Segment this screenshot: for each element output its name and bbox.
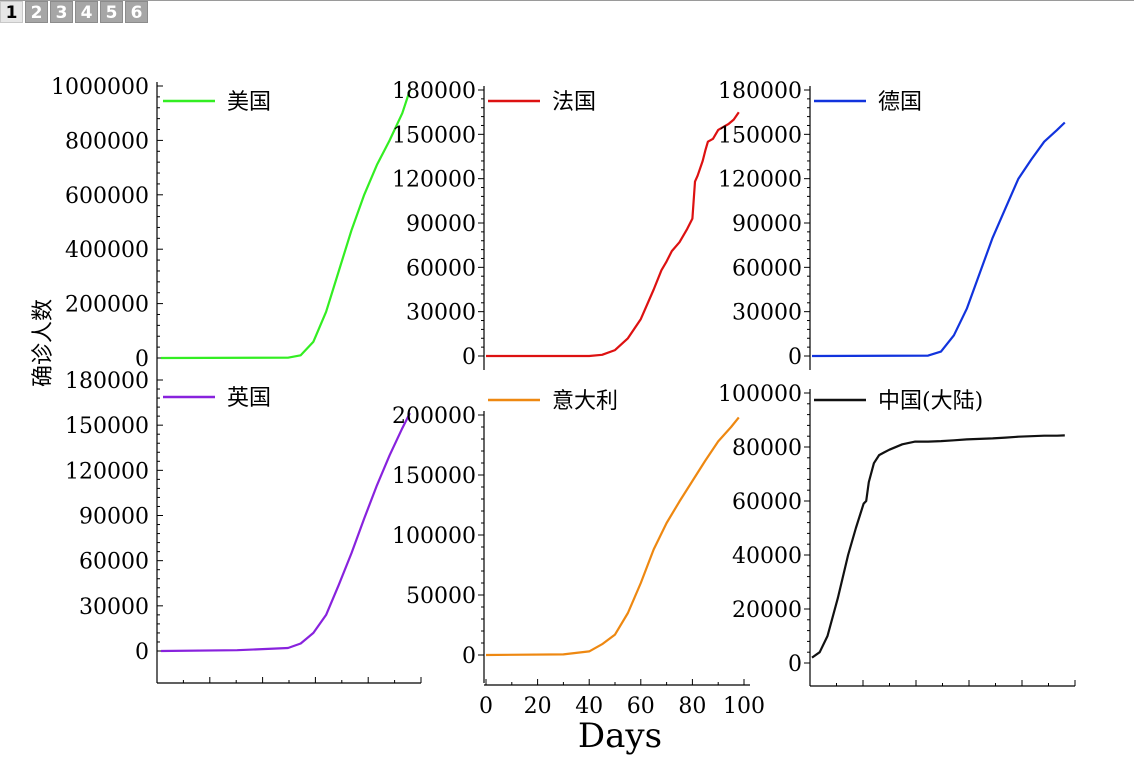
top-border bbox=[0, 0, 1134, 1]
y-axis-label: 确诊人数 bbox=[31, 299, 56, 387]
y-tick-label: 200000 bbox=[65, 293, 149, 318]
legend-label: 美国 bbox=[227, 90, 271, 115]
y-tick-label: 30000 bbox=[406, 301, 476, 326]
y-tick-label: 180000 bbox=[718, 79, 802, 104]
y-tick-label: 0 bbox=[788, 345, 802, 370]
y-tick-label: 30000 bbox=[79, 595, 149, 620]
series-line bbox=[486, 111, 740, 358]
x-tick-label: 40 bbox=[575, 694, 603, 719]
y-tick-label: 0 bbox=[135, 347, 149, 372]
y-tick-label: 60000 bbox=[406, 256, 476, 281]
y-tick-label: 180000 bbox=[392, 79, 476, 104]
y-tick-label: 40000 bbox=[732, 544, 802, 569]
y-tick-label: 90000 bbox=[732, 212, 802, 237]
y-tick-label: 150000 bbox=[718, 123, 802, 148]
y-tick-label: 60000 bbox=[732, 256, 802, 281]
y-tick-label: 0 bbox=[462, 345, 476, 370]
y-tick-label: 150000 bbox=[392, 123, 476, 148]
y-tick-label: 180000 bbox=[65, 369, 149, 394]
x-tick-label: 0 bbox=[479, 694, 493, 719]
page-tab-5[interactable]: 5 bbox=[100, 1, 123, 23]
y-tick-label: 120000 bbox=[392, 168, 476, 193]
y-tick-label: 0 bbox=[788, 652, 802, 677]
series-line bbox=[811, 121, 1066, 358]
legend-label: 中国(大陆) bbox=[878, 389, 983, 414]
legend-label: 意大利 bbox=[552, 389, 618, 414]
series-line bbox=[160, 412, 411, 653]
y-tick-label: 20000 bbox=[732, 598, 802, 623]
y-tick-label: 100000 bbox=[392, 524, 476, 549]
y-tick-label: 400000 bbox=[65, 238, 149, 263]
y-tick-label: 150000 bbox=[65, 414, 149, 439]
series-line bbox=[811, 434, 1065, 659]
y-tick-label: 800000 bbox=[65, 129, 149, 154]
y-tick-label: 90000 bbox=[406, 212, 476, 237]
chart-panel-4: 0 30000 60000 90000 120000 150000 180000 英国 bbox=[65, 369, 411, 683]
y-tick-label: 50000 bbox=[406, 584, 476, 609]
y-tick-label: 150000 bbox=[392, 464, 476, 489]
y-tick-label: 1000000 bbox=[51, 75, 149, 100]
chart-panel-2: 0 30000 60000 90000 120000 150000 180000 法国 bbox=[392, 79, 740, 370]
x-tick-label: 60 bbox=[627, 694, 655, 719]
x-axis-panel-4 bbox=[156, 677, 422, 684]
y-tick-label: 30000 bbox=[732, 301, 802, 326]
y-tick-label: 600000 bbox=[65, 184, 149, 209]
y-tick-label: 0 bbox=[462, 644, 476, 669]
series-line bbox=[485, 416, 740, 657]
chart-panel-5: 0 50000 100000 150000 200000 意大利 bbox=[392, 389, 740, 683]
y-tick-label: 90000 bbox=[79, 505, 149, 530]
page-tab-6[interactable]: 6 bbox=[125, 1, 148, 23]
y-tick-label: 120000 bbox=[718, 168, 802, 193]
legend-label: 法国 bbox=[552, 90, 596, 115]
x-axis-panel-5: 0 20 40 60 80 100 Days bbox=[479, 679, 765, 756]
x-tick-label: 80 bbox=[678, 694, 706, 719]
y-tick-label: 60000 bbox=[79, 550, 149, 575]
chart-panel-3: 0 30000 60000 90000 120000 150000 180000 德国 bbox=[718, 79, 1066, 370]
x-tick-label: 100 bbox=[723, 694, 765, 719]
y-tick-label: 120000 bbox=[65, 459, 149, 484]
y-tick-label: 80000 bbox=[732, 436, 802, 461]
page-tab-1[interactable]: 1 bbox=[0, 1, 23, 23]
x-tick-label: 20 bbox=[524, 694, 552, 719]
legend-label: 德国 bbox=[878, 90, 922, 115]
legend-label: 英国 bbox=[227, 386, 271, 411]
page-tab-4[interactable]: 4 bbox=[75, 1, 98, 23]
y-tick-label: 0 bbox=[135, 640, 149, 665]
page-tab-3[interactable]: 3 bbox=[50, 1, 73, 23]
y-tick-label: 60000 bbox=[732, 490, 802, 515]
x-axis-panel-6 bbox=[809, 680, 1076, 687]
y-tick-label: 200000 bbox=[392, 404, 476, 429]
x-axis-label: Days bbox=[578, 716, 662, 756]
page-tab-2[interactable]: 2 bbox=[25, 1, 48, 23]
series-line bbox=[160, 89, 411, 360]
y-tick-label: 100000 bbox=[718, 382, 802, 407]
chart-panel-6: 0 20000 40000 60000 80000 100000 中国(大陆) bbox=[718, 382, 1065, 686]
